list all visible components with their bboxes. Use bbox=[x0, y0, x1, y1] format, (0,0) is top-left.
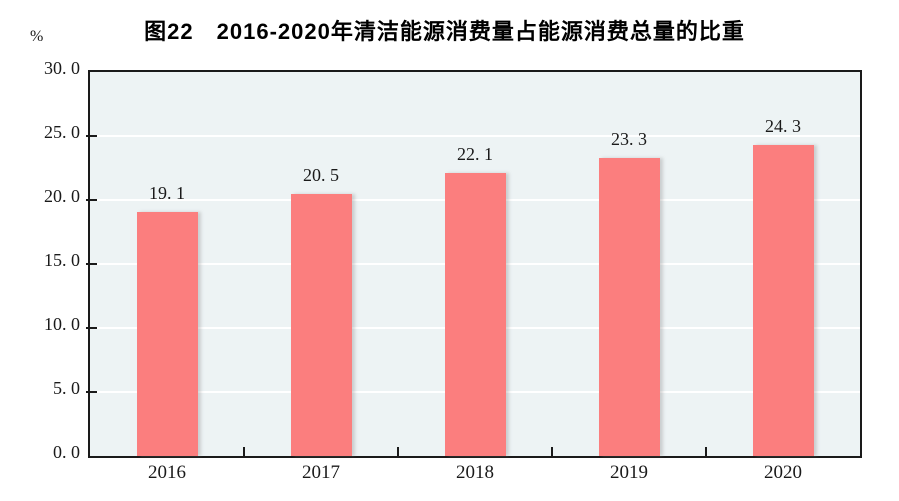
y-tick-label: 15. 0 bbox=[44, 250, 80, 270]
y-tick-label: 30. 0 bbox=[44, 58, 80, 78]
y-axis-tick-mark bbox=[86, 135, 97, 137]
y-axis-tick-mark bbox=[86, 199, 97, 201]
bar bbox=[752, 144, 814, 456]
y-axis-tick-mark bbox=[86, 327, 97, 329]
x-tick-label: 2020 bbox=[764, 462, 802, 483]
bar-value-label: 20. 5 bbox=[303, 164, 339, 185]
x-axis-tick-mark bbox=[705, 447, 707, 456]
x-tick-label: 2016 bbox=[148, 462, 186, 483]
bar-value-label: 22. 1 bbox=[457, 144, 493, 165]
bar bbox=[290, 193, 352, 456]
y-tick-label: 0. 0 bbox=[53, 442, 80, 462]
y-tick-label: 25. 0 bbox=[44, 122, 80, 142]
x-axis-tick-mark bbox=[243, 447, 245, 456]
bar-value-label: 24. 3 bbox=[765, 115, 801, 136]
y-axis-tick-mark bbox=[86, 263, 97, 265]
bar bbox=[598, 157, 660, 456]
bar-value-label: 23. 3 bbox=[611, 128, 647, 149]
x-axis-tick-mark bbox=[397, 447, 399, 456]
chart-title: 图22 2016-2020年清洁能源消费量占能源消费总量的比重 bbox=[144, 19, 745, 44]
plot-area: 19. 1 20. 5 22. 1 23. 3 24. 3 bbox=[86, 70, 862, 458]
y-tick-label: 10. 0 bbox=[44, 314, 80, 334]
x-axis-tick-mark bbox=[551, 447, 553, 456]
bar bbox=[136, 211, 198, 456]
x-tick-label: 2018 bbox=[456, 462, 494, 483]
bar bbox=[444, 173, 506, 456]
y-tick-label: 5. 0 bbox=[53, 378, 80, 398]
y-axis-tick-mark bbox=[86, 391, 97, 393]
y-axis-unit-label: % bbox=[30, 28, 44, 45]
y-tick-label: 20. 0 bbox=[44, 186, 80, 206]
bar-value-label: 19. 1 bbox=[149, 182, 185, 203]
gridline bbox=[90, 135, 860, 137]
x-tick-label: 2019 bbox=[610, 462, 648, 483]
x-tick-label: 2017 bbox=[302, 462, 340, 483]
